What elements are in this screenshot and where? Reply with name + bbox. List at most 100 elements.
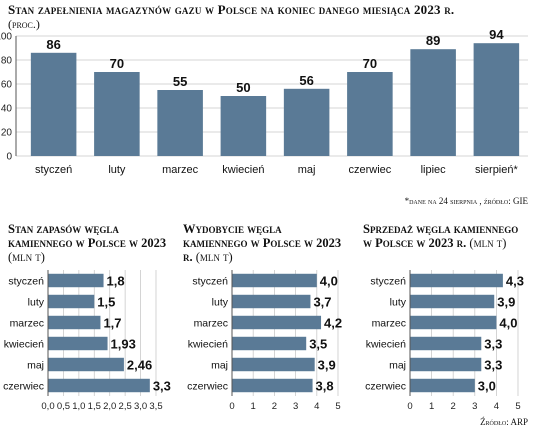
coal-stocks-chart: 0,0 0,5 1,0 1,5 2,0 2,5 3,0 3,51,8styczeń1,5lut… bbox=[3, 270, 171, 412]
bar bbox=[232, 357, 315, 372]
main-chart-unit: (proc.) bbox=[8, 17, 40, 31]
bar bbox=[283, 88, 330, 156]
y-tick-label: 20 bbox=[1, 128, 13, 139]
bar bbox=[410, 357, 482, 372]
y-tick-label: 80 bbox=[1, 56, 13, 67]
x-tick-label: 0,5 bbox=[57, 401, 70, 412]
x-category-label: lipiec bbox=[421, 164, 447, 176]
bar-value-label: 3,0 bbox=[478, 379, 496, 394]
y-category-label: czerwiec bbox=[3, 381, 44, 393]
bar-value-label: 3,8 bbox=[316, 379, 334, 394]
y-category-label: czerwiec bbox=[187, 381, 228, 393]
sales-title-text: Sprzedaż węgla kamiennego w Polsce w 202… bbox=[363, 222, 519, 250]
y-category-label: marzec bbox=[194, 318, 228, 330]
bar bbox=[410, 273, 503, 288]
x-tick-label: 5 bbox=[335, 401, 340, 412]
x-tick-label: 3 bbox=[293, 401, 298, 412]
coal-sales-chart: 0 1 2 3 4 5 4,3 styczeń 3,9 luty 4,0 marzec 3,3 kwiec… bbox=[365, 270, 524, 412]
bar bbox=[473, 43, 520, 157]
bar bbox=[157, 90, 203, 156]
bar bbox=[410, 378, 475, 393]
x-tick-label: 1 bbox=[429, 401, 434, 412]
footer-source: Źródło: ARP bbox=[480, 417, 528, 427]
x-category-label: marzec bbox=[162, 164, 199, 176]
bar bbox=[347, 72, 393, 156]
y-category-label: marzec bbox=[10, 318, 44, 330]
bar-value-label: 94 bbox=[489, 30, 504, 42]
x-tick-label: 3 bbox=[472, 401, 477, 412]
bar bbox=[410, 336, 482, 351]
bar bbox=[48, 273, 104, 288]
main-chart-title: Stan zapełnienia magazynów gazu w Polsce… bbox=[8, 2, 455, 17]
x-tick-label: 2,0 bbox=[103, 401, 116, 412]
y-category-label: styczeń bbox=[8, 276, 44, 288]
bar bbox=[232, 378, 313, 393]
y-category-label: styczeń bbox=[192, 276, 228, 288]
bar bbox=[30, 52, 77, 156]
coal-output-chart: 0 1 2 3 4 5 4,0 styczeń 3,7 luty 4,2 marzec 3,5 kwiec… bbox=[187, 270, 342, 412]
bar-value-label: 3,3 bbox=[484, 337, 502, 352]
bar bbox=[410, 315, 497, 330]
x-tick-label: 0 bbox=[407, 401, 412, 412]
bar-value-label: 70 bbox=[110, 56, 124, 71]
bar bbox=[410, 49, 456, 157]
y-tick-label: 40 bbox=[1, 104, 13, 115]
y-category-label: luty bbox=[28, 297, 45, 309]
bar-value-label: 1,8 bbox=[107, 274, 125, 289]
bar bbox=[410, 294, 495, 309]
bar-value-label: 1,7 bbox=[103, 316, 121, 331]
bar-value-label: 1,93 bbox=[111, 337, 136, 352]
x-tick-label: 5 bbox=[515, 401, 520, 412]
bar-value-label: 50 bbox=[236, 80, 250, 95]
bar bbox=[232, 315, 322, 330]
x-tick-label: 3,5 bbox=[149, 401, 162, 412]
stocks-chart-title: Stan zapasów węgla kamiennego w Polsce w… bbox=[8, 222, 168, 264]
y-category-label: styczeń bbox=[370, 276, 406, 288]
bar-value-label: 89 bbox=[426, 33, 440, 48]
bar-value-label: 3,9 bbox=[497, 295, 515, 310]
x-tick-label: 4 bbox=[494, 401, 499, 412]
bar-value-label: 3,7 bbox=[313, 295, 331, 310]
bar bbox=[94, 72, 140, 156]
bar-value-label: 4,0 bbox=[499, 316, 517, 331]
x-tick-label: 1,5 bbox=[88, 401, 101, 412]
y-category-label: luty bbox=[390, 297, 407, 309]
sales-chart-title: Sprzedaż węgla kamiennego w Polsce w 202… bbox=[363, 222, 523, 250]
gas-storage-chart: 0 20 40 60 80 100 86 styczeń 70 luty 55 marzec 50 kwi… bbox=[0, 30, 528, 176]
y-tick-label: 100 bbox=[0, 32, 12, 43]
sales-unit-text: (mln t) bbox=[469, 236, 507, 250]
bar-value-label: 2,46 bbox=[127, 358, 152, 373]
bar-value-label: 3,5 bbox=[309, 337, 327, 352]
stocks-title-text: Stan zapasów węgla kamiennego w Polsce w… bbox=[8, 222, 167, 250]
bar bbox=[48, 294, 95, 309]
bar bbox=[232, 336, 307, 351]
x-category-label: luty bbox=[108, 164, 126, 176]
bar-value-label: 70 bbox=[363, 56, 377, 71]
bar bbox=[48, 378, 150, 393]
output-chart-title: Wydobycie węgla kamiennego w Polsce w 20… bbox=[183, 222, 343, 264]
x-tick-label: 2,5 bbox=[119, 401, 132, 412]
bar bbox=[232, 273, 317, 288]
bar-value-label: 3,3 bbox=[153, 379, 171, 394]
bar-value-label: 1,5 bbox=[97, 295, 115, 310]
bar bbox=[232, 294, 311, 309]
output-unit-text: (mln t) bbox=[195, 250, 233, 264]
bar bbox=[48, 336, 108, 351]
x-tick-label: 2 bbox=[451, 401, 456, 412]
x-tick-label: 3,0 bbox=[134, 401, 147, 412]
y-category-label: maj bbox=[211, 360, 228, 372]
y-category-label: marzec bbox=[372, 318, 406, 330]
y-category-label: luty bbox=[212, 297, 229, 309]
x-tick-label: 1 bbox=[251, 401, 256, 412]
bar bbox=[220, 96, 267, 156]
y-tick-label: 60 bbox=[1, 80, 13, 91]
bar-value-label: 4,2 bbox=[324, 316, 342, 331]
bar bbox=[48, 357, 124, 372]
main-chart-note: *dane na 24 sierpnia , źródło: GIE bbox=[404, 196, 528, 206]
y-category-label: kwiecień bbox=[4, 339, 44, 351]
x-category-label: sierpień* bbox=[475, 164, 519, 176]
x-tick-label: 1,0 bbox=[72, 401, 85, 412]
y-category-label: kwiecień bbox=[366, 339, 406, 351]
x-category-label: kwiecień bbox=[222, 164, 264, 176]
